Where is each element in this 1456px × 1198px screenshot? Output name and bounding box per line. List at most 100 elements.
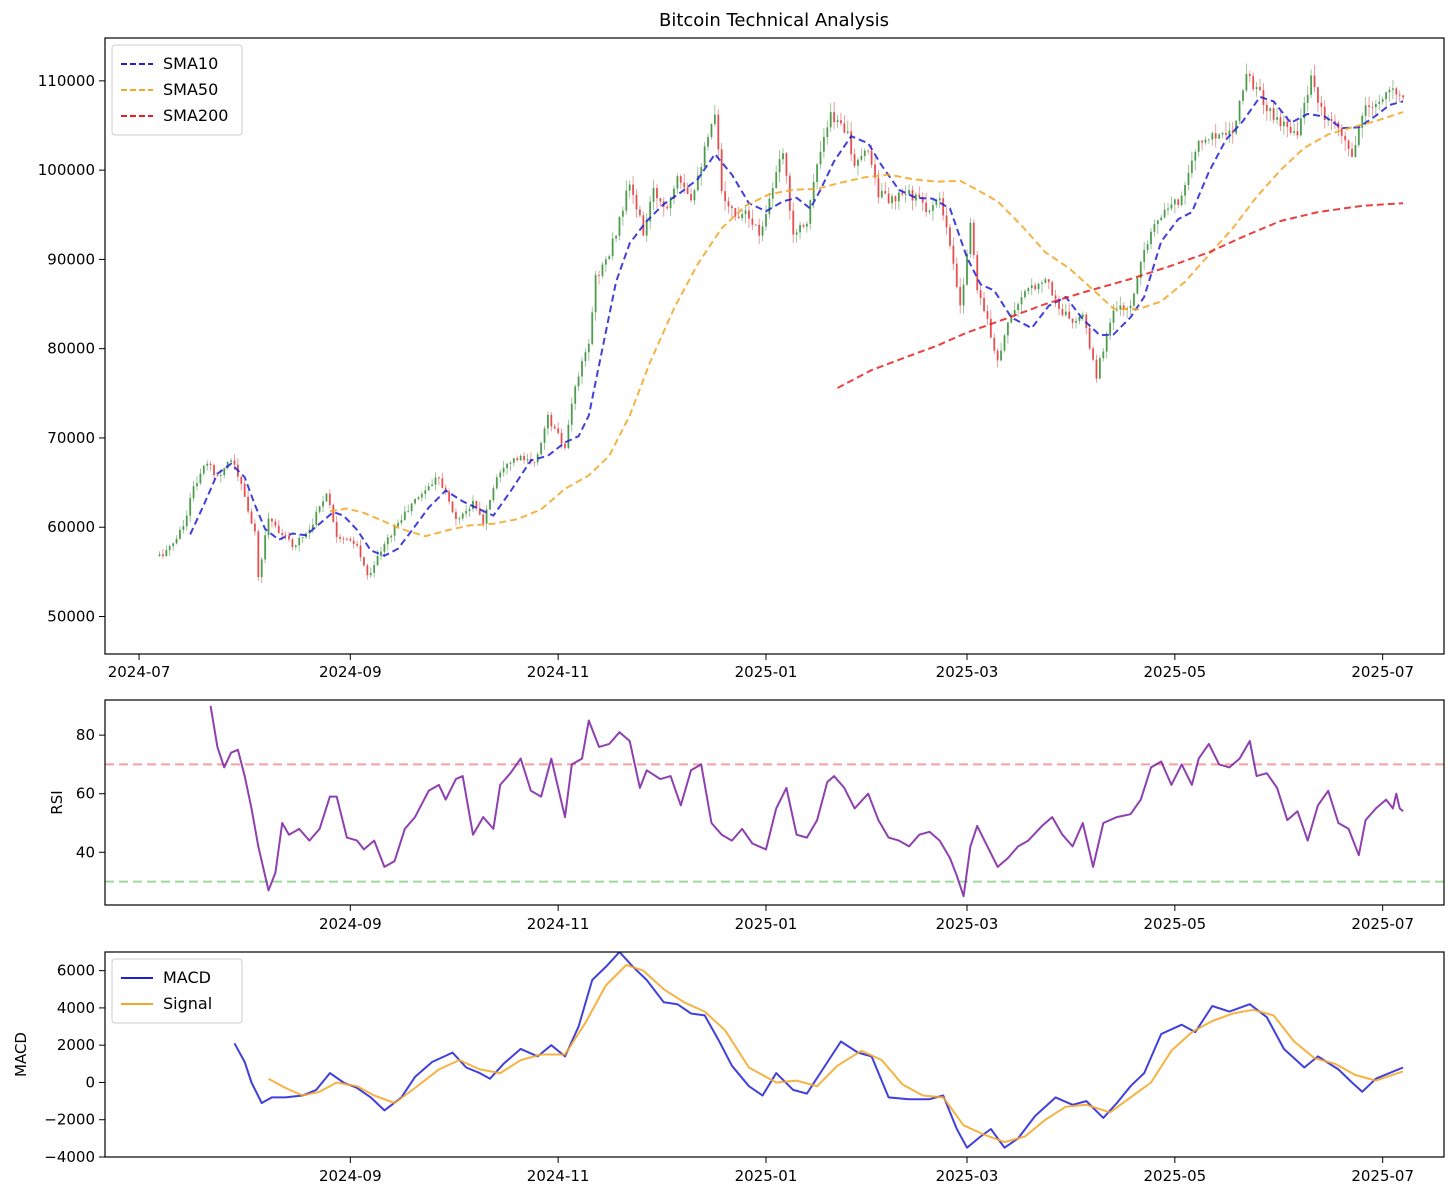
candle-body [843, 123, 846, 133]
candle-body [805, 223, 808, 227]
candle-body [897, 192, 900, 202]
candle-body [608, 256, 611, 260]
y-tick-label: 2000 [57, 1036, 95, 1054]
candle-body [407, 511, 410, 512]
candle-body [942, 198, 945, 216]
candle-body [724, 191, 727, 202]
candle-body [543, 428, 546, 443]
candle-body [417, 497, 420, 499]
candle-body [495, 477, 498, 489]
candle-body [557, 428, 560, 433]
x-tick-label: 2024-09 [319, 915, 382, 933]
candle-body [1150, 231, 1152, 245]
candle-body [519, 455, 522, 461]
candle-body [161, 554, 164, 557]
series-line-sma200 [837, 202, 1404, 389]
candle-body [1078, 316, 1081, 321]
candle-body [826, 127, 829, 137]
candle-body [901, 192, 904, 195]
candle-body [652, 188, 655, 202]
candle-body [441, 478, 444, 488]
candle-body [219, 475, 222, 476]
candle-body [1105, 335, 1108, 352]
x-tick-label: 2025-03 [936, 915, 999, 933]
candle-body [478, 508, 481, 515]
candle-body [918, 194, 921, 198]
candle-body [666, 206, 669, 209]
candle-body [1081, 314, 1084, 317]
candle-body [979, 290, 982, 299]
candle-body [768, 198, 771, 215]
candle-body [567, 424, 570, 448]
candle-body [363, 557, 365, 566]
candle-body [1167, 208, 1169, 210]
candle-body [1102, 351, 1105, 359]
candle-body [247, 496, 250, 512]
y-tick-label: −2000 [44, 1111, 95, 1129]
candle-body [1156, 220, 1159, 225]
candle-body [451, 501, 454, 513]
candle-body [311, 524, 314, 530]
candle-body [1190, 160, 1193, 174]
candle-body [925, 202, 928, 212]
candle-body [686, 187, 689, 195]
candle-body [860, 156, 863, 160]
candle-body [1248, 74, 1251, 77]
candle-body [284, 535, 287, 536]
candle-body [853, 154, 856, 166]
candle-body [325, 493, 328, 502]
candle-body [1037, 283, 1040, 290]
candle-body [1225, 132, 1227, 135]
candle-body [976, 255, 979, 291]
plot-area [233, 952, 1404, 1149]
candle-body [1051, 282, 1054, 296]
candle-body [741, 214, 744, 219]
candle-body [611, 238, 614, 257]
legend: MACD Signal [111, 958, 243, 1024]
plot-area [158, 63, 1405, 584]
candle-body [649, 201, 652, 222]
candle-body [1272, 108, 1275, 120]
candle-body [959, 286, 962, 306]
candle-body [574, 386, 577, 404]
candle-body [216, 475, 219, 476]
candle-body [482, 514, 485, 524]
candle-body [836, 120, 839, 123]
candle-body [1388, 89, 1391, 93]
candle-body [526, 459, 529, 461]
candle-body [799, 224, 801, 233]
y-tick-label: 80 [76, 726, 95, 744]
candle-body [352, 540, 355, 544]
candle-body [816, 164, 819, 182]
candle-body [366, 565, 369, 576]
candle-body [356, 543, 359, 546]
candle-body [209, 463, 212, 466]
legend-label: SMA50 [163, 80, 218, 99]
candle-body [335, 522, 338, 537]
candle-body [472, 500, 474, 509]
candle-body [1044, 279, 1047, 283]
candle-body [202, 465, 205, 474]
candle-body [1075, 320, 1077, 323]
candle-body [1286, 121, 1289, 127]
candle-body [376, 555, 379, 566]
candle-body [1306, 94, 1309, 103]
macd-panel: 2024-09 2024-11 2025-01 2025-03 2025-05 2025-… [12, 951, 1445, 1185]
legend-label: SMA200 [163, 106, 228, 125]
candle-body [656, 188, 658, 199]
candle-body [1252, 76, 1255, 90]
x-tick-label: 2025-03 [936, 663, 999, 681]
candle-body [700, 167, 703, 176]
candle-body [281, 533, 284, 536]
x-tick-label: 2024-07 [108, 663, 171, 681]
candle-body [1276, 117, 1278, 120]
candle-body [1020, 297, 1023, 305]
candle-body [380, 551, 382, 556]
candle-body [1129, 305, 1132, 309]
candle-body [621, 210, 624, 217]
candle-body [1146, 244, 1149, 250]
candle-body [1344, 135, 1347, 141]
candle-body [1279, 117, 1282, 127]
candle-body [962, 284, 965, 306]
